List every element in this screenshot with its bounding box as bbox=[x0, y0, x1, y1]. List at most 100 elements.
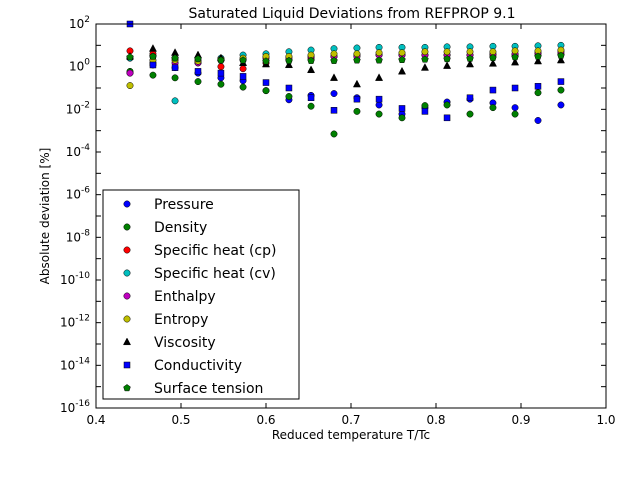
conductivity-point bbox=[511, 84, 519, 92]
y-tick-label: 10-4 bbox=[66, 143, 91, 159]
conductivity-point bbox=[534, 83, 542, 90]
conductivity-point bbox=[557, 78, 565, 85]
conductivity-point bbox=[149, 61, 157, 69]
viscosity-point bbox=[533, 56, 543, 65]
surface-tension-point bbox=[443, 55, 451, 63]
conductivity-point bbox=[217, 69, 225, 77]
viscosity-point bbox=[148, 44, 157, 52]
density-point bbox=[171, 74, 179, 82]
specific-heat-cv-point bbox=[353, 44, 361, 52]
legend-marker-conductivity bbox=[123, 361, 131, 369]
legend-label-viscosity: Viscosity bbox=[154, 335, 216, 351]
entropy-point bbox=[421, 48, 429, 56]
surface-tension-point bbox=[466, 54, 474, 62]
density-point bbox=[307, 102, 315, 110]
conductivity-point bbox=[194, 68, 202, 75]
conductivity-point bbox=[466, 94, 474, 101]
surface-tension-point bbox=[217, 56, 225, 64]
surface-tension-point bbox=[262, 57, 270, 65]
entropy-point bbox=[375, 49, 383, 57]
entropy-point bbox=[443, 48, 451, 56]
surface-tension-point bbox=[171, 54, 179, 62]
enthalpy-point bbox=[126, 69, 134, 77]
y-tick-label: 10-14 bbox=[60, 356, 90, 372]
entropy-point bbox=[398, 49, 406, 57]
conductivity-point bbox=[285, 84, 293, 92]
legend-label-entropy: Entropy bbox=[154, 312, 208, 328]
viscosity-point bbox=[488, 59, 497, 67]
density-point bbox=[330, 130, 338, 138]
conductivity-point bbox=[375, 95, 383, 103]
y-axis: 102 100 10-2 10-4 10-6 10-8 10-10 10-12 10-14 10-… bbox=[60, 15, 606, 415]
surface-tension-point bbox=[285, 56, 293, 64]
density-point bbox=[443, 101, 451, 109]
x-tick-label: 0.7 bbox=[341, 413, 360, 427]
chart-title: Saturated Liquid Deviations from REFPROP… bbox=[189, 6, 516, 22]
viscosity-point bbox=[420, 63, 429, 71]
surface-tension-point bbox=[239, 56, 247, 64]
surface-tension-point bbox=[375, 56, 383, 64]
surface-tension-point bbox=[557, 51, 565, 59]
entropy-point bbox=[466, 48, 474, 56]
legend-marker-specific-heat-cv bbox=[123, 269, 131, 277]
viscosity-point bbox=[375, 73, 384, 81]
surface-tension-point bbox=[194, 55, 202, 63]
legend-box bbox=[102, 189, 300, 400]
viscosity-point bbox=[397, 66, 407, 75]
density-point bbox=[217, 80, 225, 88]
y-axis-label: Absolute deviation [%] bbox=[38, 148, 52, 285]
legend-marker-pressure bbox=[123, 200, 131, 208]
density-point bbox=[511, 110, 519, 118]
viscosity-point bbox=[465, 59, 475, 68]
specific-heat-cp-point bbox=[239, 65, 247, 73]
conductivity-point bbox=[443, 114, 451, 122]
y-tick-label: 10-10 bbox=[60, 271, 90, 287]
legend-label-density: Density bbox=[154, 220, 207, 236]
viscosity-point bbox=[556, 55, 565, 64]
x-axis: 0.4 0.5 0.6 0.7 0.8 0.9 1.0 bbox=[86, 24, 616, 427]
legend-label-specific-heat-cp: Specific heat (cp) bbox=[154, 243, 276, 259]
conductivity-point bbox=[353, 95, 361, 103]
conductivity-point bbox=[171, 64, 179, 71]
legend-label-conductivity: Conductivity bbox=[154, 358, 242, 374]
conductivity-point bbox=[239, 73, 247, 80]
surface-tension-point bbox=[330, 56, 338, 64]
entropy-point bbox=[126, 82, 134, 90]
y-tick-label: 100 bbox=[69, 58, 90, 74]
legend-label-enthalpy: Enthalpy bbox=[154, 289, 216, 305]
conductivity-point bbox=[330, 107, 338, 114]
surface-tension-point bbox=[489, 53, 497, 61]
legend-marker-surface-tension bbox=[123, 384, 131, 392]
pressure-point bbox=[534, 117, 542, 124]
legend-marker-enthalpy bbox=[123, 292, 131, 300]
x-tick-label: 0.9 bbox=[511, 413, 530, 427]
legend-marker-specific-heat-cp bbox=[123, 246, 131, 254]
specific-heat-cp-point bbox=[217, 63, 225, 71]
x-tick-label: 0.8 bbox=[426, 413, 445, 427]
legend-label-specific-heat-cv: Specific heat (cv) bbox=[154, 266, 276, 282]
surface-tension-point bbox=[126, 53, 134, 61]
entropy-point bbox=[511, 47, 519, 55]
conductivity-point bbox=[398, 105, 406, 112]
surface-tension-point bbox=[398, 55, 406, 63]
entropy-point bbox=[330, 50, 338, 58]
surface-tension-point bbox=[534, 52, 542, 60]
x-tick-label: 0.4 bbox=[86, 413, 105, 427]
viscosity-point bbox=[352, 79, 361, 88]
viscosity-point bbox=[284, 60, 293, 69]
density-point bbox=[285, 93, 293, 100]
conductivity-point bbox=[262, 79, 270, 86]
density-point bbox=[239, 83, 247, 91]
y-tick-label: 102 bbox=[69, 15, 90, 31]
y-tick-label: 10-16 bbox=[60, 399, 90, 415]
legend-marker-viscosity bbox=[122, 337, 132, 346]
viscosity-point bbox=[329, 73, 339, 81]
y-tick-label: 10-8 bbox=[66, 228, 91, 244]
legend: Pressure Density Specific heat (cp) Specifi… bbox=[102, 189, 300, 400]
viscosity-point bbox=[307, 65, 316, 74]
density-point bbox=[353, 107, 361, 115]
density-point bbox=[375, 110, 383, 118]
density-point bbox=[557, 86, 565, 94]
entropy-point bbox=[353, 50, 361, 58]
